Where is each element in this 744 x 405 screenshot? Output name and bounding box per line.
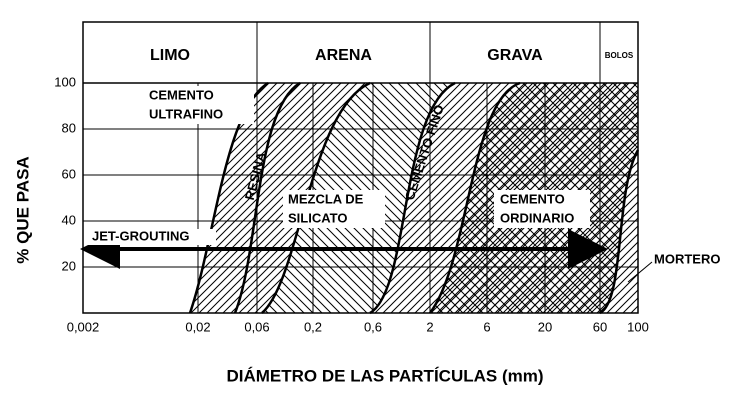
zone-label: ARENA (315, 47, 372, 64)
leader (627, 261, 653, 283)
x-tick-label: 2 (426, 319, 433, 334)
y-tick-label: 80 (62, 120, 76, 135)
y-title: % QUE PASA (13, 156, 32, 263)
label-bg (146, 86, 254, 124)
zone-label: GRAVA (487, 47, 543, 64)
label: ORDINARIO (500, 210, 574, 225)
x-tick-label: 0,2 (304, 319, 322, 334)
region-mortar (600, 150, 638, 313)
label: JET-GROUTING (92, 228, 190, 243)
label: CEMENTO (149, 87, 214, 102)
x-tick-label: 60 (593, 319, 607, 334)
label-bg (494, 190, 590, 228)
y-tick-label: 60 (62, 166, 76, 181)
x-tick-label: 20 (538, 319, 552, 334)
x-title: DIÁMETRO DE LAS PARTÍCULAS (mm) (226, 366, 543, 385)
zone-label: LIMO (150, 47, 190, 64)
label: MEZCLA DE (288, 191, 364, 206)
y-tick-label: 100 (54, 74, 76, 89)
label: SILICATO (288, 210, 347, 225)
x-tick-label: 0,002 (67, 319, 100, 334)
x-tick-label: 0,06 (244, 319, 269, 334)
zone-label: BOLOS (605, 51, 634, 60)
x-tick-label: 6 (483, 319, 490, 334)
x-tick-label: 0,02 (185, 319, 210, 334)
label-bg (283, 190, 385, 228)
label: ULTRAFINO (149, 106, 223, 121)
x-tick-label: 100 (627, 319, 649, 334)
y-tick-label: 40 (62, 212, 76, 227)
frame (82, 21, 639, 314)
x-tick-label: 0,6 (364, 319, 382, 334)
y-tick-label: 20 (62, 258, 76, 273)
label: MORTERO (654, 251, 720, 266)
label: CEMENTO (500, 191, 565, 206)
label-bg (88, 229, 216, 245)
